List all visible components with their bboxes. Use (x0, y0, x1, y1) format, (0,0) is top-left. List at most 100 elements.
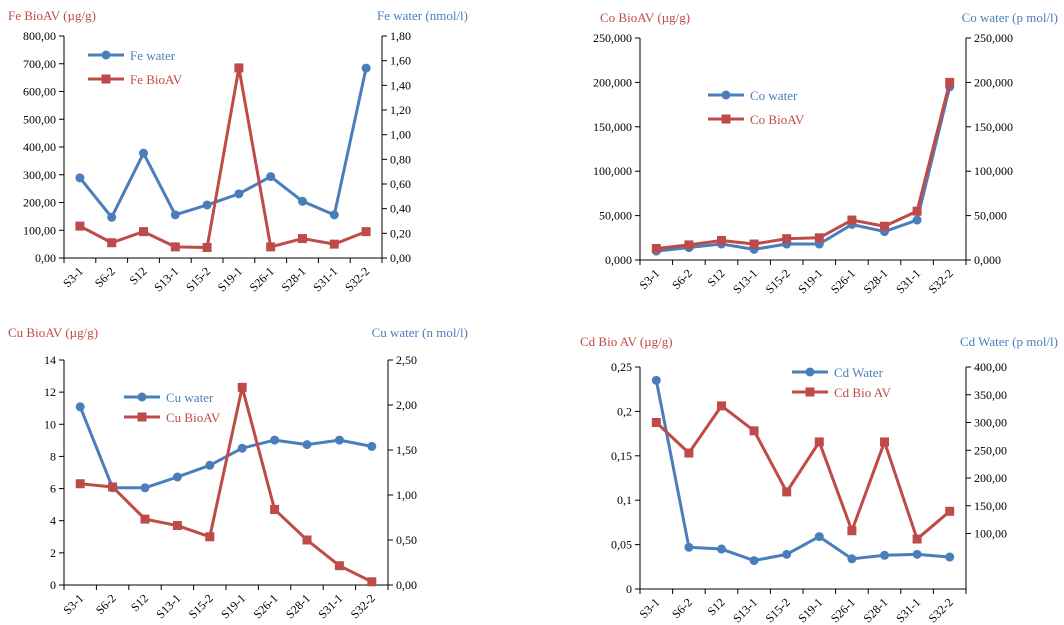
right-tick-label: 1,50 (396, 443, 417, 457)
left-tick-label: 14 (44, 353, 56, 367)
left-axis-title: Fe BioAV (µg/g) (8, 8, 96, 23)
series-line-co-water (656, 86, 952, 253)
right-axis-title: Cu water (n mol/l) (372, 325, 468, 340)
left-tick-label: 50,000 (599, 209, 632, 223)
data-point-cu-water (334, 435, 344, 445)
right-tick-label: 400,00 (974, 360, 1007, 374)
x-tick-label: S3-1 (60, 591, 86, 617)
data-point-fe-water (202, 200, 212, 210)
x-tick-label: S28-1 (278, 264, 308, 294)
series-line-cd-water (654, 380, 950, 563)
data-point-cd-bio-av (847, 526, 857, 536)
chart-panel-4: Cd Bio AV (µg/g) Cd Water (p mol/l) 0 0,05 0… (580, 334, 1058, 625)
left-tick-label: 0 (50, 578, 56, 592)
left-tick-label: 10 (44, 417, 56, 431)
data-point-fe-water (139, 148, 148, 158)
data-point-co-bioav (684, 240, 694, 250)
right-tick-label: 1,20 (390, 103, 411, 117)
right-tick-label: 300,00 (974, 416, 1007, 430)
data-point-fe-bioav (202, 242, 212, 252)
data-point-cd-bio-av (651, 418, 661, 427)
legend-marker (137, 412, 147, 422)
x-tick-label: S32-2 (926, 595, 956, 625)
data-point-co-bioav (717, 235, 726, 245)
x-tick-label: S13-1 (730, 595, 760, 625)
series-line-cd-bio-av (655, 404, 951, 541)
left-tick-label: 0,000 (605, 253, 632, 267)
right-tick-label: 1,00 (396, 488, 417, 502)
data-point-fe-water (170, 210, 180, 220)
left-tick-label: 0,15 (611, 449, 632, 463)
x-tick-label: S31-1 (893, 595, 923, 625)
left-tick-label: 800,00 (23, 29, 56, 43)
x-tick-label: S26-1 (828, 266, 858, 296)
data-point-cd-bio-av (782, 487, 792, 497)
data-point-fe-water (329, 210, 339, 220)
legend-marker (137, 392, 147, 402)
data-point-fe-water (234, 189, 244, 199)
x-tick-label: S13-1 (151, 264, 181, 294)
data-point-fe-bioav (75, 221, 85, 231)
left-tick-label: 100,00 (23, 223, 56, 237)
right-tick-label: 150,000 (974, 120, 1013, 134)
data-point-co-bioav (749, 239, 759, 249)
x-tick-label: S19-1 (795, 595, 825, 625)
data-point-cu-bioav (237, 382, 247, 392)
data-point-co-bioav (651, 243, 661, 253)
data-point-cu-water (172, 472, 182, 482)
x-tick-label: S26-1 (251, 591, 281, 621)
x-tick-label: S15-2 (183, 264, 213, 294)
x-tick-label: S12 (128, 591, 151, 614)
data-point-cd-bio-av (912, 534, 922, 544)
x-tick-label: S19-1 (795, 266, 825, 296)
data-point-cu-bioav (108, 482, 118, 492)
data-point-cu-water (140, 483, 150, 493)
left-tick-label: 300,00 (23, 168, 56, 182)
left-tick-label: 8 (50, 449, 56, 463)
right-tick-label: 250,000 (974, 31, 1013, 45)
data-point-cd-water (945, 552, 955, 562)
right-tick-label: 0,60 (390, 177, 411, 191)
data-point-cd-bio-av (684, 448, 694, 458)
data-point-cu-water (367, 441, 377, 451)
right-tick-label: 350,00 (974, 388, 1007, 402)
x-tick-label: S6-2 (669, 595, 695, 621)
legend-label: Fe BioAV (130, 72, 183, 87)
x-tick-label: S13-1 (153, 591, 183, 621)
data-point-cd-water (814, 532, 824, 542)
data-point-cu-bioav (334, 561, 344, 571)
right-tick-label: 0,40 (390, 202, 411, 216)
x-tick-label: S6-2 (92, 264, 118, 290)
left-tick-label: 12 (44, 385, 56, 399)
chart-panel-1: Fe BioAV (µg/g) Fe water (nmol/l) 0,00 100,… (8, 8, 468, 294)
left-tick-label: 4 (50, 514, 56, 528)
data-point-cu-bioav (367, 577, 377, 587)
left-tick-label: 0,05 (611, 538, 632, 552)
right-tick-label: 0,00 (396, 578, 417, 592)
x-tick-label: S15-2 (186, 591, 216, 621)
x-tick-label: S26-1 (828, 595, 858, 625)
data-point-cu-bioav (302, 535, 312, 545)
series-line-cu-water (78, 406, 373, 490)
x-tick-label: S19-1 (218, 591, 248, 621)
left-tick-label: 0,25 (611, 360, 632, 374)
right-tick-label: 2,00 (396, 398, 417, 412)
x-tick-label: S28-1 (860, 266, 890, 296)
data-point-cu-water (270, 435, 280, 445)
data-point-fe-water (298, 196, 307, 206)
x-tick-label: S32-2 (348, 591, 378, 621)
left-tick-label: 500,00 (23, 112, 56, 126)
data-point-fe-bioav (107, 238, 117, 248)
x-tick-label: S6-2 (669, 266, 695, 292)
right-tick-label: 200,00 (974, 471, 1007, 485)
series-line-co-bioav (656, 82, 952, 250)
x-tick-label: S12 (705, 266, 728, 289)
data-point-fe-bioav (139, 227, 148, 237)
legend-marker (805, 387, 815, 397)
left-tick-label: 6 (50, 482, 56, 496)
legend-marker (101, 50, 111, 60)
legend-label: Co BioAV (750, 112, 805, 127)
legend-label: Cu water (166, 390, 214, 405)
data-point-fe-bioav (234, 63, 244, 73)
x-tick-label: S28-1 (860, 595, 890, 625)
